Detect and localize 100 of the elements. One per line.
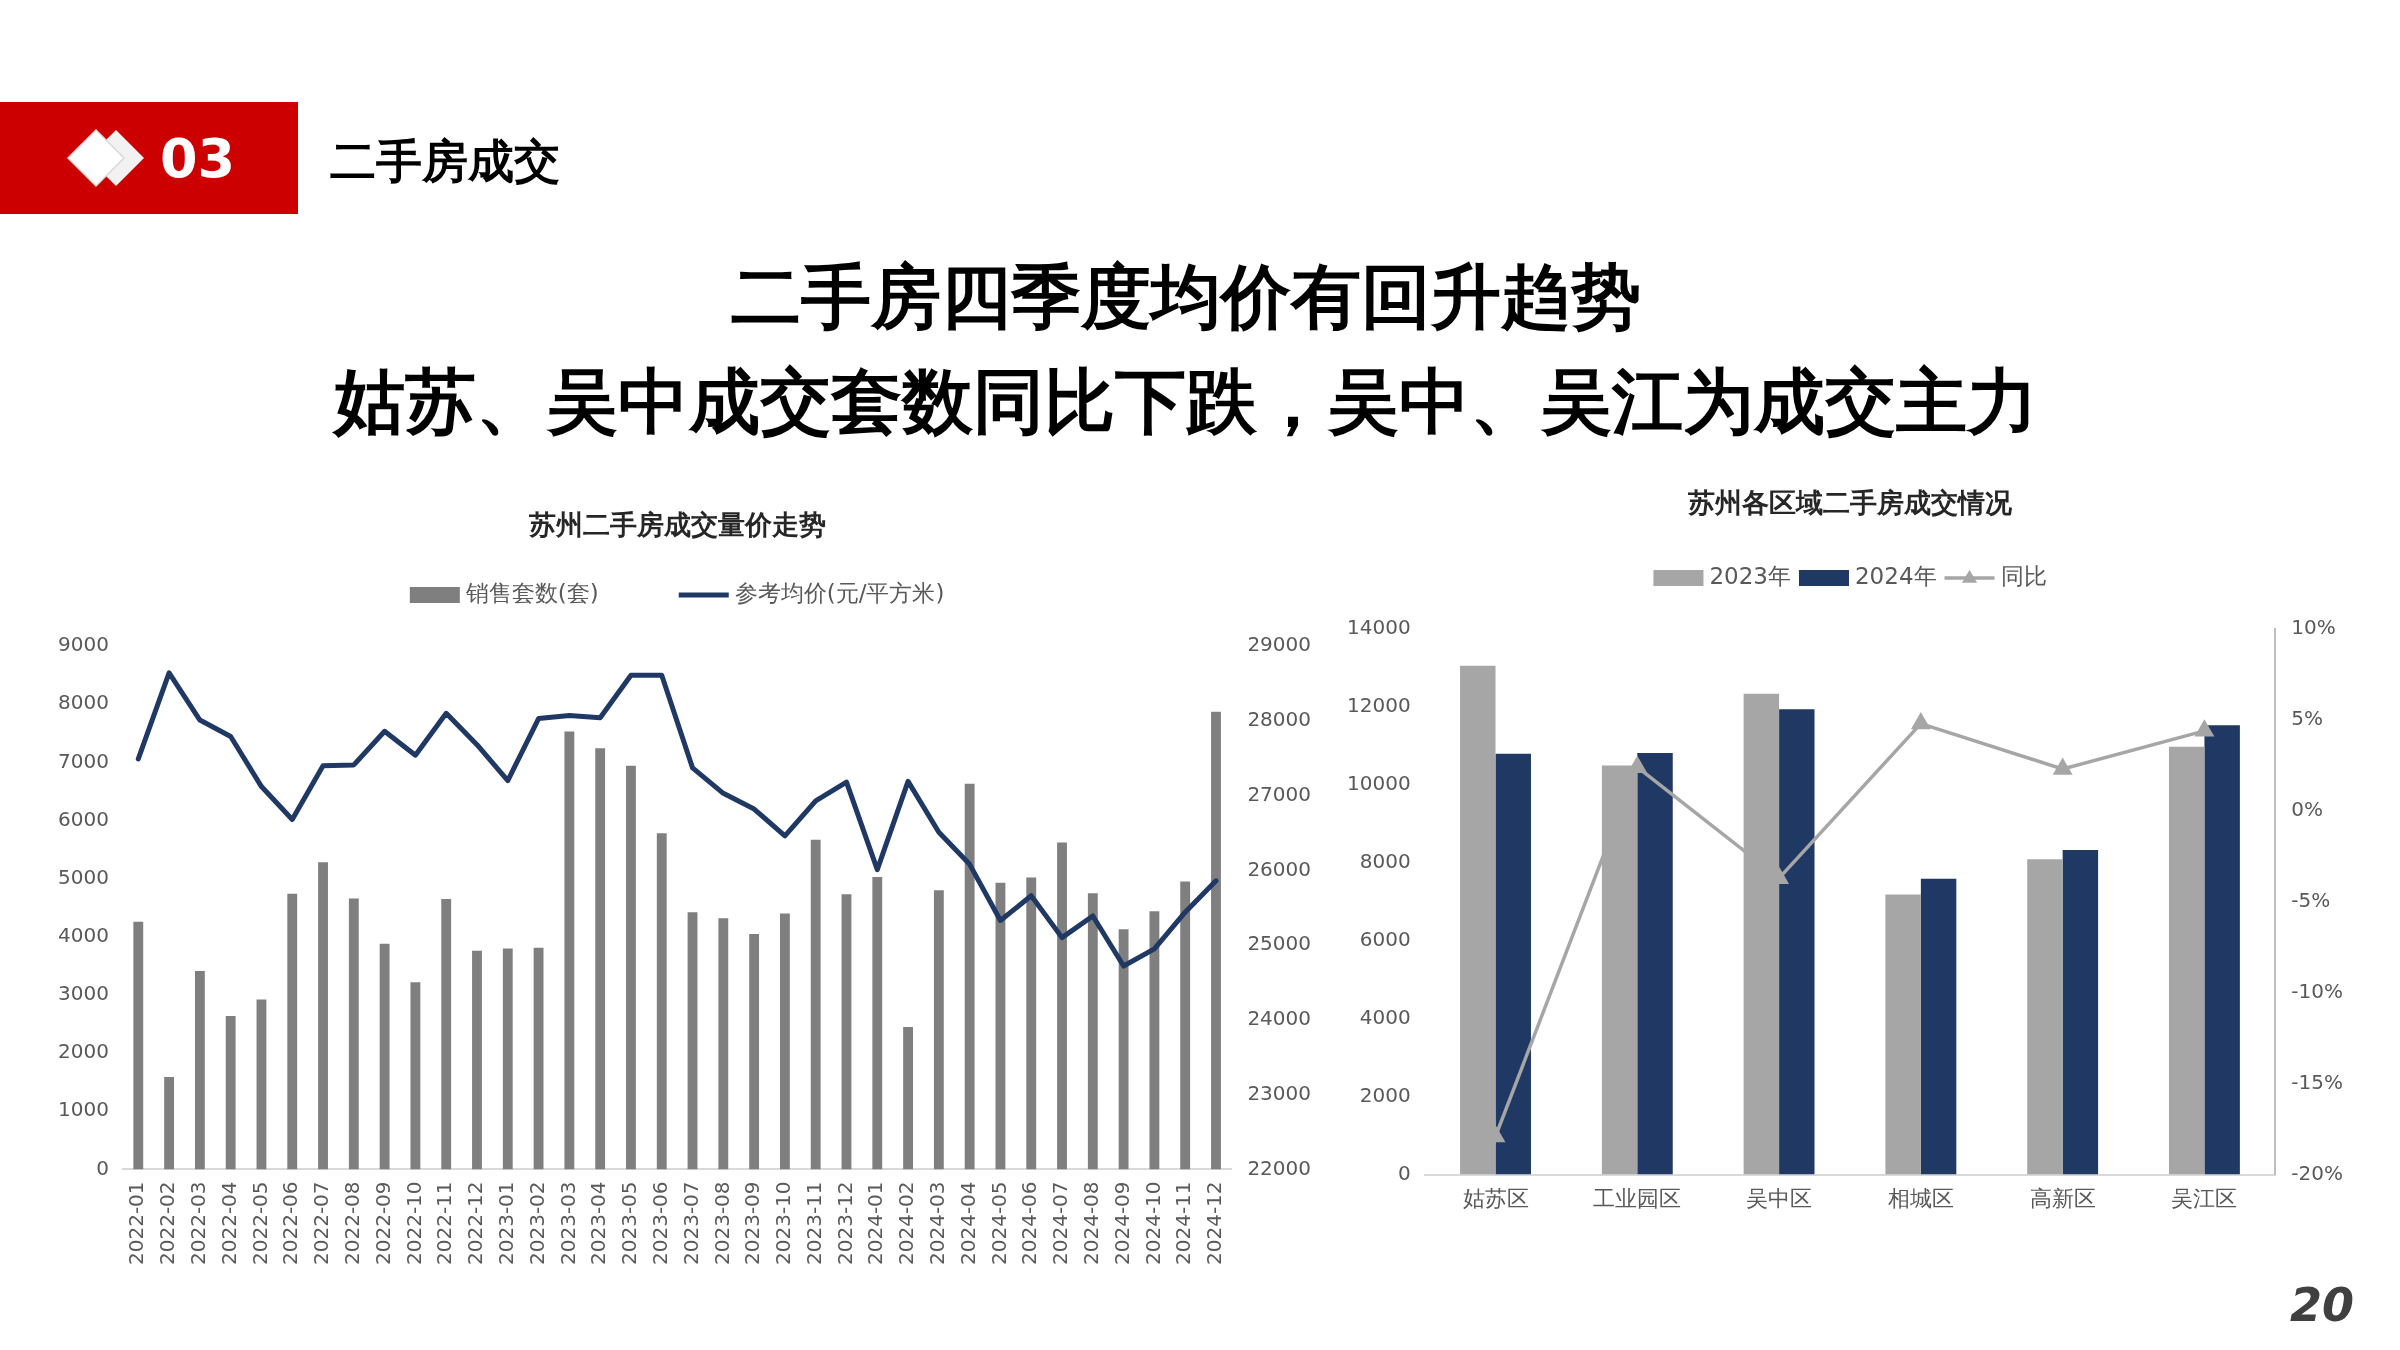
x-tick-label: 2022-06 <box>278 1181 303 1266</box>
x-tick-label: 2023-11 <box>801 1181 826 1266</box>
bar <box>872 876 883 1170</box>
y2-tick-label: 28000 <box>1247 706 1311 731</box>
y2-tick-label: 25000 <box>1247 931 1311 956</box>
x-tick-label: 2023-10 <box>771 1181 796 1266</box>
bar <box>626 765 636 1170</box>
chart-title: 苏州各区域二手房成交情况 <box>1686 487 2013 519</box>
x-tick-label: 2024-12 <box>1202 1181 1227 1266</box>
y-tick-label: 2000 <box>57 1039 109 1064</box>
point <box>2195 721 2214 737</box>
x-tick-label: 2024-06 <box>1017 1181 1042 1266</box>
y-tick-label: 3000 <box>57 981 109 1006</box>
x-tick-label: 2023-05 <box>617 1181 642 1266</box>
x-tick-label: 2022-11 <box>432 1181 457 1266</box>
chart-title: 苏州二手房成交量价走势 <box>527 509 826 541</box>
y-tick-label: 4000 <box>57 923 109 947</box>
bar <box>379 943 390 1170</box>
y-tick-label: 1000 <box>57 1097 109 1122</box>
point <box>2053 759 2072 775</box>
legend-label: 参考均价(元/平方米) <box>734 579 945 606</box>
text: 二手房四季度均价有回升趋势 <box>731 256 1641 338</box>
y2-tick-label: -20% <box>2291 1160 2343 1185</box>
bar <box>2027 859 2063 1175</box>
x-tick-label: 姑苏区 <box>1462 1185 1529 1211</box>
x-tick-label: 2024-07 <box>1048 1181 1073 1266</box>
y2-tick-label: -5% <box>2291 888 2331 912</box>
y-tick-label: 14000 <box>1347 615 1411 640</box>
x-tick-label: 2023-08 <box>709 1181 734 1266</box>
bar <box>533 947 544 1170</box>
point <box>1912 713 1930 730</box>
x-tick-label: 2022-07 <box>309 1181 334 1266</box>
legend-label: 2023年 <box>1709 562 1791 589</box>
bar <box>595 748 606 1170</box>
y2-tick-label: 29000 <box>1247 632 1311 657</box>
bar <box>318 862 328 1170</box>
y-tick-label: 9000 <box>57 632 109 657</box>
legend-label: 2024年 <box>1854 562 1937 589</box>
x-tick-label: 2024-08 <box>1079 1181 1104 1266</box>
bar <box>841 894 852 1170</box>
y2-tick-label: 26000 <box>1247 856 1311 881</box>
bar <box>472 950 482 1170</box>
bar <box>1149 911 1160 1170</box>
y-tick-label: 7000 <box>57 748 109 773</box>
x-tick-label: 2024-02 <box>894 1181 919 1266</box>
x-tick-label: 2022-03 <box>186 1181 211 1266</box>
legend-label: 销售套数(套) <box>464 579 599 606</box>
bar <box>718 918 729 1170</box>
text: 03 <box>160 127 236 190</box>
bar <box>656 833 667 1170</box>
y2-tick-label: 22000 <box>1247 1155 1311 1180</box>
x-tick-label: 2023-06 <box>647 1181 672 1266</box>
bar <box>1211 711 1221 1170</box>
x-tick-label: 2022-02 <box>155 1181 180 1266</box>
y2-tick-label: 5% <box>2291 706 2324 731</box>
x-tick-label: 2024-03 <box>925 1181 950 1266</box>
y2-tick-label: -10% <box>2291 978 2343 1003</box>
y-tick-label: 8000 <box>1359 849 1411 874</box>
bar <box>564 731 575 1170</box>
y-tick-label: 10000 <box>1347 771 1411 796</box>
bar <box>1118 929 1129 1170</box>
x-tick-label: 2022-12 <box>463 1181 488 1266</box>
bar <box>779 913 790 1170</box>
x-tick-label: 2024-10 <box>1140 1181 1165 1266</box>
x-tick-label: 2024-11 <box>1171 1181 1196 1266</box>
bar <box>502 948 513 1170</box>
y2-tick-label: -15% <box>2291 1069 2343 1094</box>
bar <box>687 912 698 1170</box>
x-tick-label: 吴中区 <box>1746 1185 1813 1211</box>
y-tick-label: 0 <box>1397 1160 1411 1185</box>
x-tick-label: 2024-05 <box>986 1181 1011 1266</box>
bar <box>810 839 821 1170</box>
x-tick-label: 2022-10 <box>401 1181 426 1266</box>
bar <box>194 971 205 1170</box>
bar <box>1920 878 1957 1175</box>
y-tick-label: 4000 <box>1359 1004 1411 1029</box>
y2-tick-label: 23000 <box>1247 1080 1311 1105</box>
y2-tick-label: 24000 <box>1247 1006 1311 1031</box>
x-tick-label: 2023-12 <box>832 1181 857 1266</box>
x-tick-label: 2023-04 <box>586 1181 611 1266</box>
bar <box>2062 849 2099 1175</box>
y-tick-label: 5000 <box>57 864 109 889</box>
x-tick-label: 吴江区 <box>2171 1185 2238 1211</box>
bar <box>1180 881 1191 1170</box>
bar <box>1637 752 1673 1175</box>
x-tick-label: 2022-09 <box>370 1181 395 1266</box>
y2-tick-label: 10% <box>2291 615 2336 640</box>
text: 二手房成交 <box>330 134 560 188</box>
bar <box>348 898 359 1170</box>
bar <box>410 982 421 1170</box>
x-tick-label: 高新区 <box>2029 1185 2096 1211</box>
bar <box>1057 842 1067 1170</box>
text: 20 <box>2289 1278 2354 1332</box>
x-tick-label: 2024-04 <box>955 1181 980 1266</box>
x-tick-label: 2022-05 <box>247 1181 272 1266</box>
bar <box>133 921 144 1170</box>
x-tick-label: 2023-07 <box>678 1181 703 1266</box>
x-tick-label: 2022-01 <box>124 1181 149 1266</box>
bar <box>256 999 267 1170</box>
y-tick-label: 8000 <box>57 690 109 715</box>
